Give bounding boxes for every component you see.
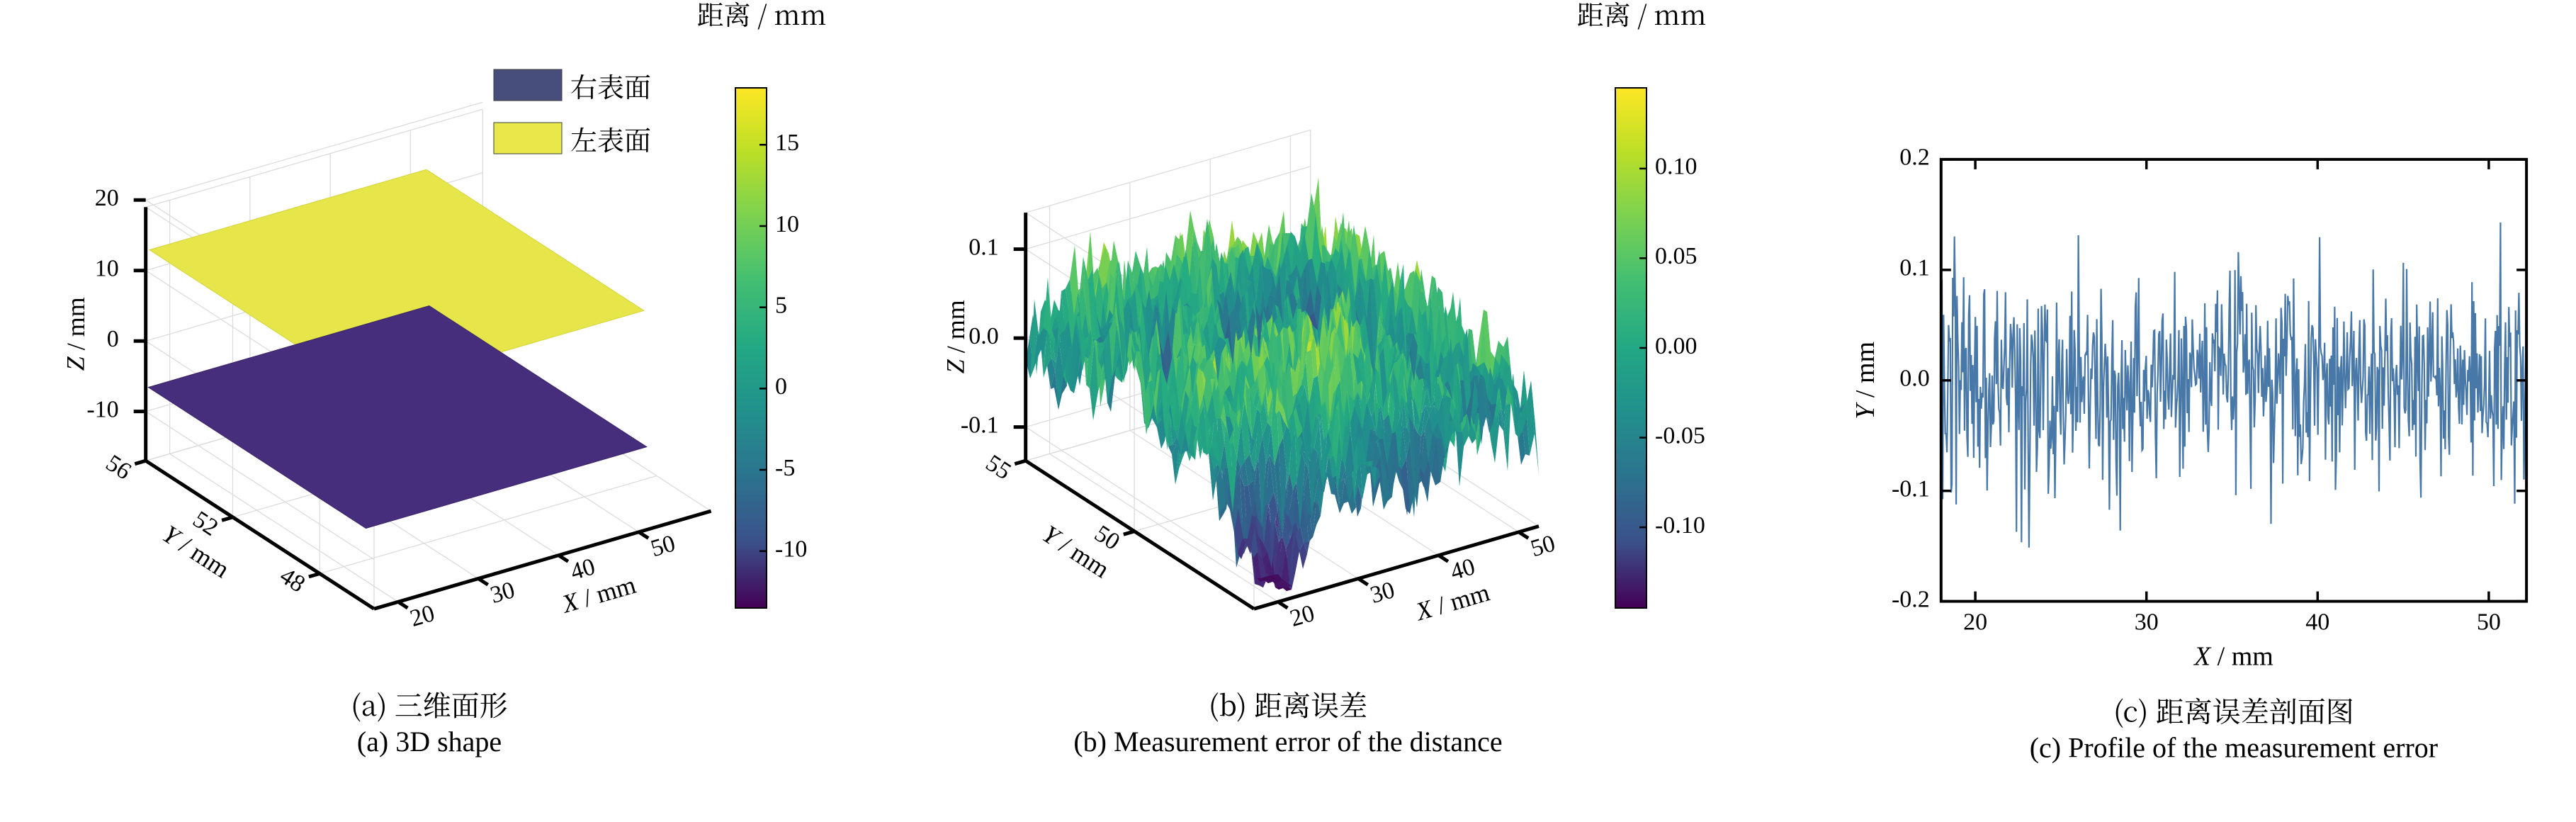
svg-text:30: 30 (1367, 577, 1398, 609)
svg-text:40: 40 (2305, 609, 2329, 636)
svg-text:0.10: 0.10 (1655, 154, 1697, 180)
svg-text:20: 20 (407, 600, 438, 632)
svg-text:(b) 距离误差: (b) 距离误差 (1209, 684, 1367, 724)
svg-text:距离 / mm: 距离 / mm (697, 0, 827, 33)
svg-text:15: 15 (775, 130, 799, 156)
svg-text:50: 50 (648, 530, 678, 562)
svg-text:0.1: 0.1 (1899, 255, 1930, 281)
svg-text:30: 30 (487, 577, 518, 609)
svg-text:(b) Measurement error of the d: (b) Measurement error of the distance (1073, 726, 1502, 758)
svg-text:50: 50 (2477, 609, 2501, 636)
svg-text:50: 50 (1527, 530, 1558, 562)
svg-text:0: 0 (775, 373, 787, 400)
svg-text:48: 48 (275, 563, 310, 598)
svg-text:-0.1: -0.1 (1892, 475, 1930, 502)
svg-text:55: 55 (981, 450, 1016, 485)
svg-text:0: 0 (107, 326, 119, 352)
svg-text:0.00: 0.00 (1655, 333, 1697, 359)
svg-text:10: 10 (95, 255, 119, 281)
svg-text:30: 30 (2135, 609, 2159, 636)
svg-text:10: 10 (775, 211, 799, 237)
svg-text:0.05: 0.05 (1655, 243, 1697, 269)
svg-text:0.2: 0.2 (1899, 145, 1930, 171)
svg-text:距离 / mm: 距离 / mm (1577, 0, 1707, 33)
svg-text:0.1: 0.1 (968, 234, 999, 260)
svg-text:0.0: 0.0 (1899, 366, 1930, 392)
svg-text:(a) 3D shape: (a) 3D shape (357, 726, 502, 758)
svg-text:-10: -10 (775, 536, 807, 562)
svg-text:Z / mm: Z / mm (942, 300, 970, 373)
svg-text:-5: -5 (775, 455, 795, 481)
svg-text:左表面: 左表面 (570, 119, 651, 158)
svg-text:20: 20 (1287, 600, 1318, 632)
svg-text:5: 5 (775, 292, 787, 318)
svg-text:(c) Profile of the measurement: (c) Profile of the measurement error (2030, 732, 2438, 764)
svg-text:20: 20 (1963, 609, 1987, 636)
svg-text:-0.2: -0.2 (1892, 586, 1930, 612)
svg-text:X / mm: X / mm (558, 570, 639, 619)
svg-text:Z / mm: Z / mm (62, 297, 90, 371)
svg-text:20: 20 (95, 185, 119, 211)
svg-text:-0.1: -0.1 (961, 412, 999, 438)
svg-text:56: 56 (101, 450, 136, 485)
svg-text:Y / mm: Y / mm (1851, 342, 1880, 420)
svg-text:-0.10: -0.10 (1655, 512, 1705, 539)
svg-text:-10: -10 (86, 396, 118, 422)
svg-text:X / mm: X / mm (2193, 642, 2273, 672)
svg-text:0.0: 0.0 (968, 323, 999, 349)
svg-text:(c) 距离误差剖面图: (c) 距离误差剖面图 (2113, 690, 2354, 731)
svg-text:X / mm: X / mm (1411, 578, 1493, 627)
svg-text:(a) 三维面形: (a) 三维面形 (351, 684, 508, 724)
svg-text:-0.05: -0.05 (1655, 422, 1705, 449)
svg-text:右表面: 右表面 (570, 66, 651, 105)
